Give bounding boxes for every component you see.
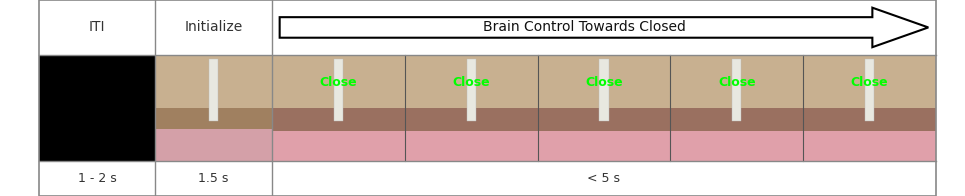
Text: Close: Close — [851, 76, 889, 89]
Bar — [272, 55, 404, 161]
Bar — [538, 55, 671, 108]
Bar — [671, 55, 803, 108]
Bar — [538, 55, 671, 161]
Bar — [803, 55, 936, 108]
Bar — [538, 131, 671, 161]
Text: Close: Close — [585, 76, 622, 89]
Bar — [803, 55, 936, 161]
Bar — [334, 59, 343, 121]
Bar — [272, 131, 404, 161]
Text: 1.5 s: 1.5 s — [199, 172, 229, 185]
Bar — [39, 55, 155, 161]
Bar — [155, 55, 272, 161]
Text: 1 - 2 s: 1 - 2 s — [77, 172, 117, 185]
Bar — [466, 59, 476, 121]
Bar — [599, 59, 609, 121]
Bar — [865, 59, 874, 121]
Bar — [671, 131, 803, 161]
Bar — [803, 131, 936, 161]
Bar — [732, 59, 741, 121]
Text: Close: Close — [453, 76, 490, 89]
Bar — [404, 55, 538, 108]
Text: Brain Control Towards Closed: Brain Control Towards Closed — [483, 20, 686, 34]
Bar — [39, 0, 936, 55]
Polygon shape — [280, 8, 928, 47]
Text: Initialize: Initialize — [184, 20, 243, 34]
Text: < 5 s: < 5 s — [588, 172, 620, 185]
Bar — [272, 55, 404, 108]
Text: Close: Close — [718, 76, 756, 89]
Bar — [404, 55, 538, 161]
Bar — [671, 55, 803, 161]
Bar — [404, 131, 538, 161]
Text: ITI: ITI — [89, 20, 105, 34]
Text: Close: Close — [319, 76, 357, 89]
Bar — [155, 129, 272, 161]
Bar — [209, 59, 218, 121]
Bar — [155, 55, 272, 108]
